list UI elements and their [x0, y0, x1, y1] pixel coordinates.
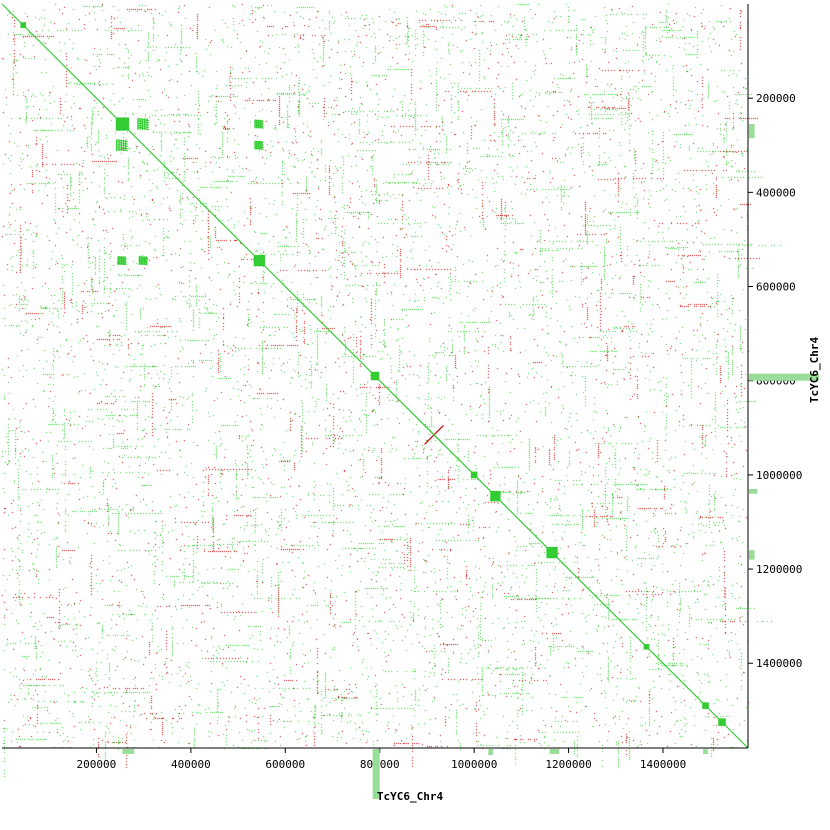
x-tick-label: 1000000 [451, 758, 497, 771]
repeat-block [138, 255, 148, 266]
diagonal-block [253, 254, 265, 267]
repeat-diagonal-stripe [139, 262, 148, 266]
x-tick-label: 600000 [265, 758, 305, 771]
diagonal-block [546, 546, 558, 559]
x-tick-label: 1200000 [545, 758, 591, 771]
y-tick-label: 200000 [756, 92, 796, 105]
y-tick-label: 400000 [756, 186, 796, 199]
repeat-block [254, 119, 264, 129]
repeat-block [137, 118, 150, 131]
x-tick-label: 400000 [171, 758, 211, 771]
y-coverage-bar [749, 373, 819, 381]
repeat-diagonal-stripe [137, 127, 150, 131]
diagonal-block [470, 471, 478, 479]
y-coverage-bar [749, 489, 758, 494]
x-axis-label: TcYC6_Chr4 [377, 790, 444, 803]
x-coverage-bar [488, 749, 494, 755]
y-coverage-bar [749, 550, 755, 560]
y-tick-label: 600000 [756, 281, 796, 294]
diagonal-block [115, 117, 130, 131]
y-axis-label: TcYC6_Chr4 [808, 337, 821, 404]
x-coverage-bar [703, 749, 708, 754]
diagonal-block [20, 22, 27, 29]
repeat-diagonal-stripe [116, 148, 129, 152]
x-coverage-bar [122, 749, 135, 754]
inversion-forward-line [424, 424, 444, 445]
x-coverage-bar [549, 749, 560, 754]
y-coverage-bar [749, 124, 755, 139]
x-tick-label: 1400000 [640, 758, 686, 771]
chart-axes: 2000004000006000008000001000000120000014… [2, 4, 819, 799]
repeat-diagonal-stripe [118, 262, 127, 266]
y-tick-label: 1400000 [756, 657, 802, 670]
y-tick-label: 1200000 [756, 563, 802, 576]
diagonal-block [370, 371, 380, 381]
x-tick-label: 200000 [77, 758, 117, 771]
repeat-block [116, 139, 129, 152]
diagonal-block [643, 643, 650, 650]
x-coverage-bar [372, 749, 380, 799]
diagonal-block [718, 718, 726, 726]
diagonal-block [702, 702, 709, 709]
repeat-diagonal-stripe [254, 126, 264, 129]
repeat-block [254, 140, 264, 150]
repeat-diagonal-stripe [254, 147, 264, 150]
repeat-block [117, 255, 127, 266]
chart-marks [1, 3, 749, 749]
y-tick-label: 1000000 [756, 469, 802, 482]
diagonal-block [490, 490, 501, 502]
